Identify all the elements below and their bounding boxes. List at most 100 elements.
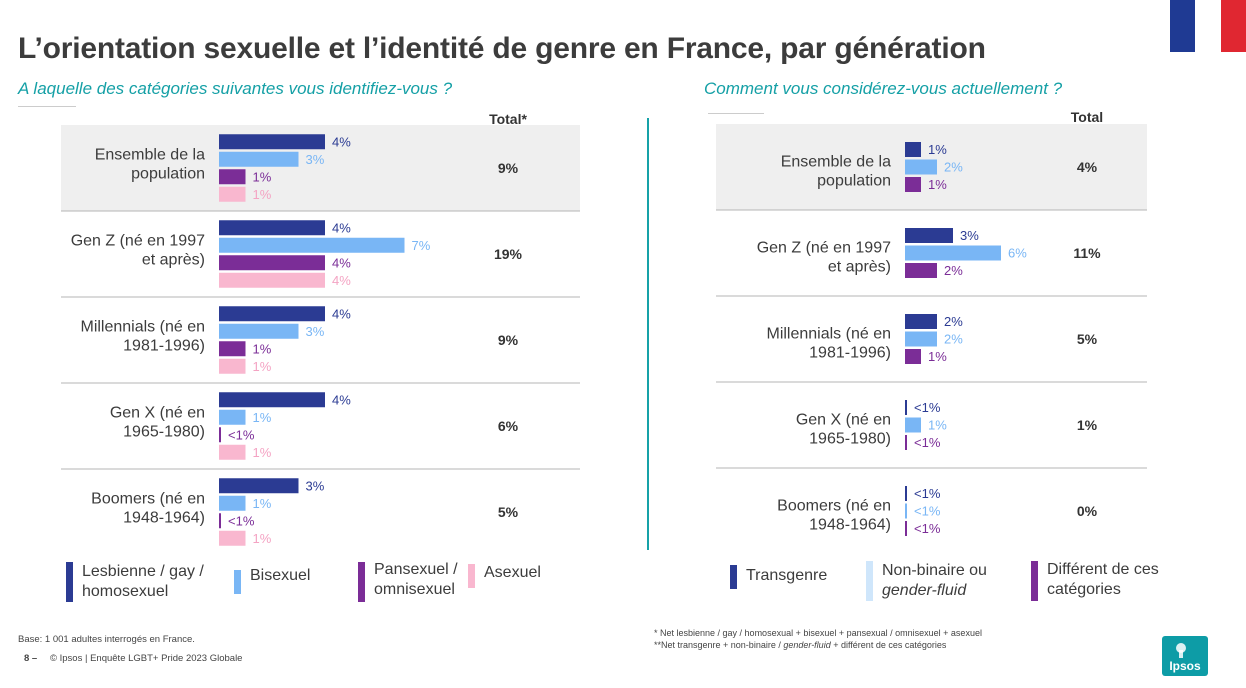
bar (905, 263, 937, 278)
france-flag-icon (1170, 0, 1246, 52)
data-label: 3% (306, 324, 325, 339)
legend-label: Pansexuel / (374, 561, 458, 578)
data-label: 4% (332, 220, 351, 235)
bar (219, 323, 299, 339)
data-label: 1% (253, 496, 272, 511)
data-label: 1% (253, 341, 272, 356)
data-label: <1% (228, 427, 255, 442)
data-label: 1% (253, 187, 272, 202)
footer-base: Base: 1 001 adultes interrogés en France… (18, 634, 195, 645)
data-label: 6% (1008, 246, 1027, 261)
bar (219, 272, 325, 288)
chart-left: Total* Ensemble de la population 4% 3% 1% 1% 9%… (61, 111, 580, 546)
legend-item-lesbian-gay: Lesbienne / gay / homosexuel (66, 562, 234, 602)
bar (219, 495, 246, 511)
data-label: 1% (928, 177, 947, 192)
total-value: 5% (498, 504, 519, 520)
legend-swatch (358, 562, 365, 602)
bar (905, 435, 907, 450)
total-value: 9% (498, 332, 519, 348)
data-label: 1% (928, 418, 947, 433)
data-label: 7% (412, 238, 431, 253)
category-label: Boomers (né en (777, 498, 891, 515)
bar (905, 228, 953, 243)
legend-item-transgender: Transgenre (730, 561, 866, 589)
data-label: 4% (332, 306, 351, 321)
total-value: 0% (1077, 503, 1098, 519)
left-legend: Lesbienne / gay / homosexuel Bisexuel Pan… (66, 561, 541, 602)
legend-item-non-binary: Non-binaire ou gender-fluid (866, 561, 1031, 601)
footer-page-number: 8 – (24, 653, 38, 664)
data-label: <1% (914, 504, 941, 519)
bar (905, 177, 921, 192)
bar (219, 392, 325, 408)
footer-note-2-suffix: + différent de ces catégories (830, 640, 947, 650)
total-value: 19% (494, 246, 523, 262)
category-label: 1965-1980) (809, 431, 891, 448)
category-label: Ensemble de la (95, 147, 205, 164)
bar (219, 186, 246, 202)
right-question: Comment vous considérez-vous actuellemen… (704, 79, 1063, 98)
total-header: Total* (489, 111, 527, 127)
legend-label: Différent de ces (1047, 561, 1159, 578)
total-value: 5% (1077, 331, 1098, 347)
category-label: Gen X (né en (110, 405, 205, 422)
bar (219, 513, 221, 529)
flag-stripe-white (1195, 0, 1221, 52)
bar (219, 530, 246, 546)
legend-item-bisexual: Bisexuel (234, 562, 358, 594)
legend-item-asexual: Asexuel (468, 562, 541, 588)
legend-swatch (866, 561, 873, 601)
data-label: 1% (928, 142, 947, 157)
total-value: 9% (498, 160, 519, 176)
data-label: 2% (944, 263, 963, 278)
bar (219, 358, 246, 374)
data-label: 3% (306, 478, 325, 493)
logo-text: Ipsos (1169, 659, 1201, 673)
footer-note-2: **Net transgenre + non-binaire / gender-… (654, 640, 946, 650)
total-value: 6% (498, 418, 519, 434)
category-label: Gen Z (né en 1997 (71, 233, 205, 250)
category-label: et après) (142, 252, 205, 269)
total-value: 11% (1073, 245, 1101, 261)
bar (905, 417, 921, 433)
bar (219, 134, 325, 150)
category-label: 1948-1964) (809, 517, 891, 534)
legend-label: catégories (1047, 581, 1121, 598)
data-label: <1% (914, 435, 941, 450)
data-label: 3% (306, 152, 325, 167)
bar (219, 341, 246, 357)
bar (905, 314, 937, 329)
legend-label: Lesbienne / gay / (82, 563, 204, 580)
data-label: 3% (960, 228, 979, 243)
bar (905, 159, 937, 175)
data-label: 2% (944, 332, 963, 347)
data-label: 1% (253, 531, 272, 546)
category-label: Boomers (né en (91, 491, 205, 508)
category-label: 1965-1980) (123, 424, 205, 441)
category-label: 1981-1996) (123, 338, 205, 355)
legend-swatch (66, 562, 73, 602)
legend-label: Bisexuel (250, 567, 311, 584)
left-question: A laquelle des catégories suivantes vous… (18, 79, 453, 98)
category-label: Gen X (né en (796, 412, 891, 429)
category-label: population (131, 166, 205, 183)
bar (905, 521, 907, 536)
data-label: <1% (914, 400, 941, 415)
bar (905, 142, 921, 157)
category-label: 1981-1996) (809, 345, 891, 362)
bar (905, 245, 1001, 261)
data-label: 4% (332, 392, 351, 407)
bar (219, 151, 299, 167)
legend-swatch (234, 570, 241, 594)
data-label: 4% (332, 273, 351, 288)
bar (219, 444, 246, 460)
right-legend: Transgenre Non-binaire ou gender-fluid Di… (730, 561, 1159, 601)
category-label: Millennials (né en (766, 326, 891, 343)
category-label: Gen Z (né en 1997 (757, 240, 891, 257)
data-label: 2% (944, 314, 963, 329)
legend-label: gender-fluid (882, 582, 967, 599)
bar (219, 306, 325, 322)
footer-source: © Ipsos | Enquête LGBT+ Pride 2023 Globa… (50, 653, 243, 664)
data-label: 1% (253, 169, 272, 184)
